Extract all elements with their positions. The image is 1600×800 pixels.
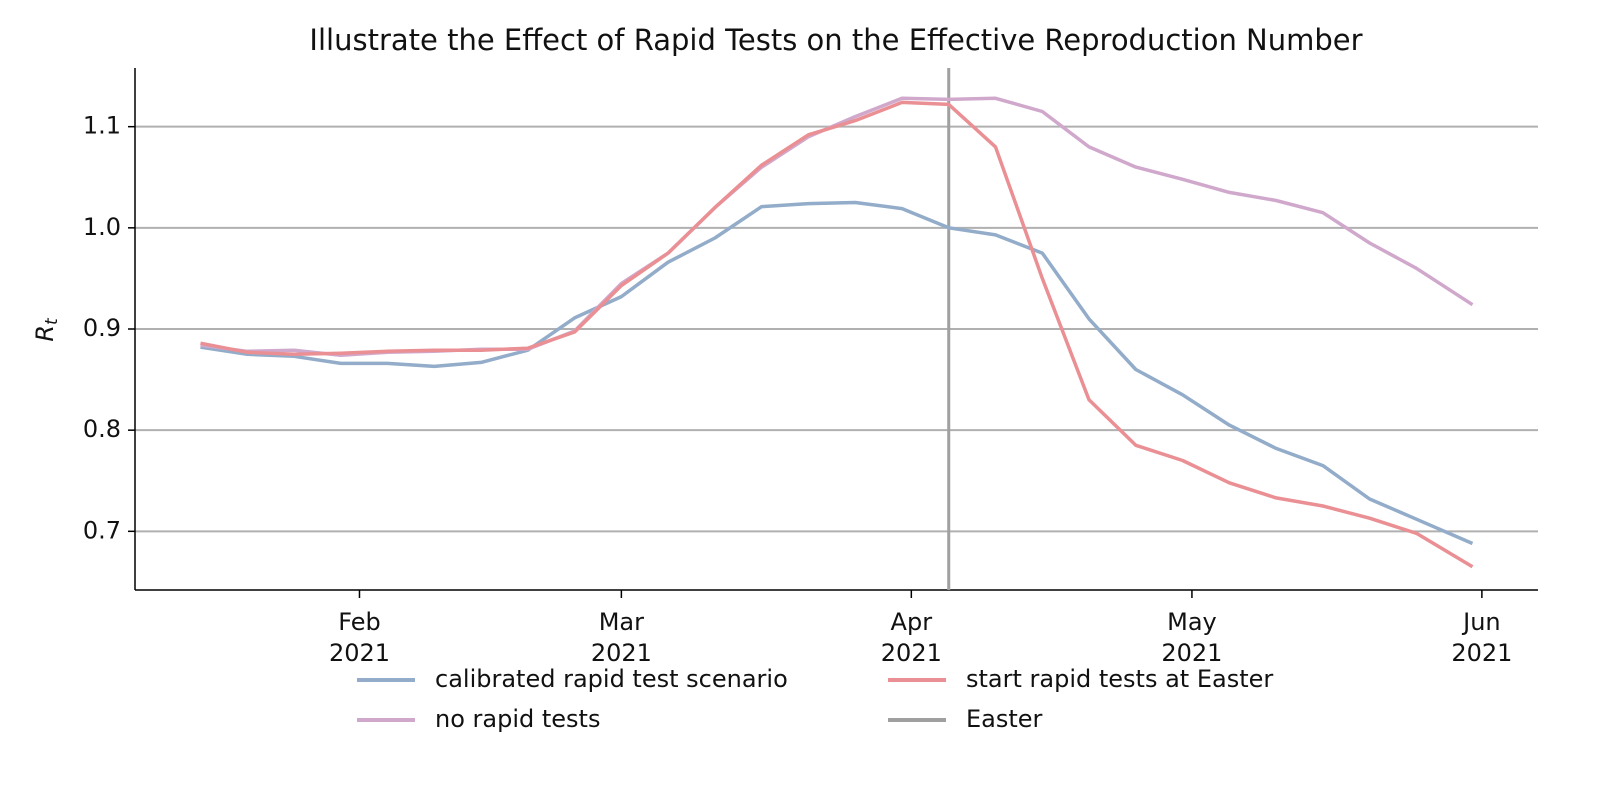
y-tick-label: 0.8 [83,415,121,443]
legend-label: Easter [966,705,1043,733]
x-tick-label: Apr 2021 [881,608,942,667]
x-tick-label-line: Jun [1461,608,1501,636]
x-tick-label-line: 2021 [1161,639,1222,667]
x-tick-label-line: Feb [338,608,381,636]
x-tick-label: Feb 2021 [329,608,390,667]
y-tick-label: 1.0 [83,213,121,241]
x-tick-label-line: Apr [891,608,933,636]
y-axis-label: Rt [31,317,62,342]
x-tick-label: Mar 2021 [591,608,652,667]
x-tick-label-line: 2021 [591,639,652,667]
legend-label: no rapid tests [435,705,600,733]
x-tick-label-line: 2021 [1451,639,1512,667]
legend-label: start rapid tests at Easter [966,665,1273,693]
y-tick-label: 1.1 [83,112,121,140]
y-tick-label: 0.7 [83,516,121,544]
x-tick-label-line: Mar [599,608,644,636]
y-label-subscript: t [42,317,62,325]
legend-label: calibrated rapid test scenario [435,665,788,693]
series-line [200,96,1474,358]
series-line [200,100,1474,569]
chart-title: Illustrate the Effect of Rapid Tests on … [309,23,1362,57]
y-tick-label: 0.9 [83,314,121,342]
x-tick-label: May 2021 [1161,608,1222,667]
series-line [200,200,1474,546]
x-tick-label-line: 2021 [329,639,390,667]
y-label-base: R [31,325,59,342]
x-tick-label-line: May [1167,608,1217,636]
x-tick-label: Jun 2021 [1451,608,1512,667]
x-tick-label-line: 2021 [881,639,942,667]
